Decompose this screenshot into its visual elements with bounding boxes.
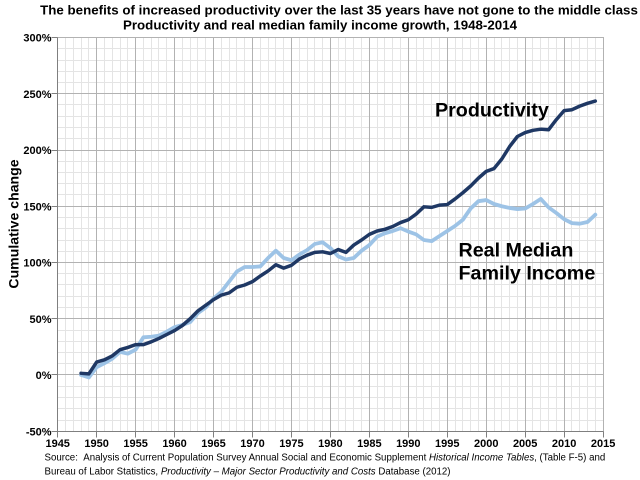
svg-text:2015: 2015 [591,438,615,450]
svg-text:Productivity: Productivity [435,100,549,122]
svg-text:200%: 200% [23,145,51,157]
svg-text:Family Income: Family Income [459,263,596,285]
svg-text:1990: 1990 [396,438,420,450]
svg-text:100%: 100% [23,258,51,270]
svg-text:1950: 1950 [84,438,108,450]
svg-text:150%: 150% [23,201,51,213]
svg-text:Bureau of Labor Statistics, Pr: Bureau of Labor Statistics, Productivity… [45,467,451,478]
svg-text:2000: 2000 [474,438,498,450]
svg-text:50%: 50% [29,314,51,326]
svg-text:Productivity and real median f: Productivity and real median family inco… [123,18,518,33]
svg-text:1995: 1995 [435,438,459,450]
svg-text:Source: Analysis of Current P: Source: Analysis of Current Population S… [45,453,606,464]
svg-text:The benefits of increased prod: The benefits of increased productivity o… [40,3,638,18]
svg-text:250%: 250% [23,89,51,101]
svg-text:1960: 1960 [162,438,186,450]
svg-text:1965: 1965 [201,438,225,450]
svg-text:0%: 0% [36,370,52,382]
svg-text:1975: 1975 [279,438,303,450]
svg-text:1985: 1985 [357,438,381,450]
svg-text:1980: 1980 [318,438,342,450]
svg-text:Real Median: Real Median [459,240,574,262]
svg-text:1970: 1970 [240,438,264,450]
svg-text:-50%: -50% [26,426,52,438]
svg-text:1955: 1955 [123,438,147,450]
svg-text:2005: 2005 [513,438,537,450]
svg-text:300%: 300% [23,33,51,45]
svg-text:1945: 1945 [45,438,69,450]
svg-text:2010: 2010 [552,438,576,450]
svg-text:Cumulative change: Cumulative change [6,159,22,288]
